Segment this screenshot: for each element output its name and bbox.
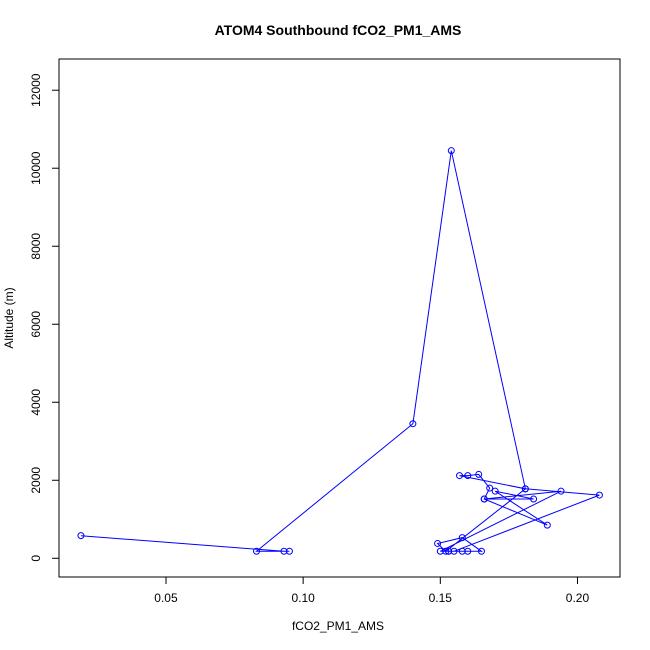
data-point <box>434 539 442 547</box>
x-axis-label: fCO2_PM1_AMS <box>292 619 384 633</box>
data-point <box>557 487 565 495</box>
x-tick-label: 0.10 <box>291 591 315 605</box>
plot-frame <box>58 58 621 578</box>
data-point <box>77 532 85 540</box>
y-tick-label: 12000 <box>29 73 43 107</box>
series-layer <box>77 147 603 555</box>
data-point <box>595 491 603 499</box>
data-point <box>445 547 453 555</box>
data-point <box>530 495 538 503</box>
data-point <box>491 487 499 495</box>
x-axis: 0.05 0.10 0.15 0.20 <box>154 576 590 605</box>
y-tick-label: 4000 <box>29 389 43 416</box>
data-point <box>458 534 466 542</box>
x-tick-label: 0.05 <box>154 591 178 605</box>
x-tick-label: 0.15 <box>429 591 453 605</box>
data-point <box>475 470 483 478</box>
chart-title: ATOM4 Southbound fCO2_PM1_AMS <box>215 22 462 38</box>
y-axis-label: Altitude (m) <box>2 287 16 348</box>
data-point <box>464 547 472 555</box>
data-point <box>543 521 551 529</box>
y-axis: 0 2000 4000 6000 8000 10000 12000 <box>29 73 60 562</box>
data-point <box>450 547 458 555</box>
y-tick-label: 0 <box>29 555 43 562</box>
data-point <box>442 547 450 555</box>
data-point <box>280 547 288 555</box>
data-point <box>477 547 485 555</box>
y-tick-label: 10000 <box>29 151 43 185</box>
x-tick-label: 0.20 <box>566 591 590 605</box>
series-line <box>80 150 600 552</box>
y-tick-label: 2000 <box>29 467 43 494</box>
data-point <box>480 495 488 503</box>
data-point <box>521 485 529 493</box>
y-tick-label: 8000 <box>29 233 43 260</box>
data-point <box>436 547 444 555</box>
data-point <box>447 147 455 155</box>
data-point <box>285 547 293 555</box>
y-tick-label: 6000 <box>29 311 43 338</box>
data-point <box>464 472 472 480</box>
data-point <box>486 484 494 492</box>
data-point <box>253 547 261 555</box>
data-point <box>409 420 417 428</box>
data-point <box>458 547 466 555</box>
data-point <box>456 472 464 480</box>
